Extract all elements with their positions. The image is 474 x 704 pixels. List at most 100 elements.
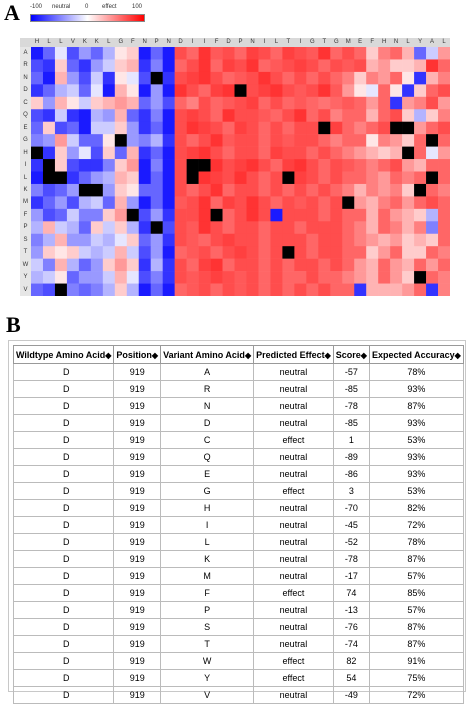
heatmap-cell: [162, 283, 175, 296]
heatmap-cell-missing: [402, 146, 415, 160]
heatmap-cell: [330, 208, 343, 222]
heatmap-cell: [306, 233, 319, 247]
table-header-cell[interactable]: Position◆: [113, 345, 162, 364]
heatmap-cell: [318, 208, 331, 222]
heatmap-cell: [54, 183, 68, 197]
table-header-cell[interactable]: Variant Amino Acid◆: [160, 345, 255, 364]
heatmap-cell-missing: [414, 271, 427, 284]
heatmap-cell: [342, 96, 355, 110]
heatmap-cell-missing: [282, 171, 295, 185]
heatmap-cell: [54, 121, 68, 135]
heatmap-cell: [318, 183, 331, 197]
heatmap-cell: [354, 221, 367, 235]
heatmap-cell: [306, 221, 319, 235]
legend-label-min: -100: [30, 4, 43, 10]
table-cell: 919: [113, 567, 162, 585]
heatmap-cell: [282, 271, 295, 284]
table-header-cell[interactable]: Score◆: [332, 345, 370, 364]
heatmap-cell: [162, 196, 175, 210]
heatmap-column-label: L: [442, 39, 446, 45]
heatmap-cell: [378, 96, 391, 110]
table-header-cell[interactable]: Predicted Effect◆: [253, 345, 334, 364]
heatmap-cell: [198, 246, 211, 259]
sort-diamond-icon[interactable]: ◆: [105, 350, 112, 360]
heatmap-row-label: R: [23, 62, 28, 69]
heatmap-cell: [162, 121, 175, 135]
table-cell: R: [160, 380, 255, 398]
heatmap-cell: [342, 246, 355, 259]
heatmap-cell: [234, 171, 247, 185]
sort-diamond-icon[interactable]: ◆: [324, 350, 331, 360]
heatmap-cell: [198, 258, 211, 272]
heatmap-cell: [186, 84, 199, 98]
heatmap-cell: [54, 84, 68, 98]
heatmap-cell: [102, 283, 116, 296]
heatmap-cell-missing: [234, 84, 247, 98]
heatmap-cell: [426, 183, 439, 197]
heatmap-row-label: A: [23, 50, 28, 56]
heatmap-cell: [414, 134, 427, 147]
heatmap-cell: [354, 283, 367, 296]
table-header-cell[interactable]: Wildtype Amino Acid◆: [12, 345, 115, 364]
heatmap-row-label: P: [23, 224, 28, 231]
heatmap-cell: [354, 246, 367, 259]
heatmap-cell: [150, 171, 163, 185]
sort-diamond-icon[interactable]: ◆: [151, 350, 159, 360]
heatmap-cell: [174, 283, 187, 296]
heatmap-cell: [402, 208, 415, 222]
heatmap-cell: [234, 196, 247, 210]
heatmap-cell: [318, 221, 331, 235]
heatmap-cell: [402, 47, 415, 60]
table-cell: D: [12, 516, 115, 534]
sort-diamond-icon[interactable]: ◆: [244, 350, 252, 360]
heatmap-cell: [246, 146, 259, 160]
heatmap-cell: [294, 283, 307, 296]
heatmap-cell: [354, 134, 367, 147]
table-cell: W: [160, 652, 255, 670]
heatmap-cell: [42, 271, 56, 284]
table-cell: D: [12, 584, 115, 602]
heatmap-cell: [150, 159, 163, 172]
heatmap-cell: [66, 121, 80, 135]
table-cell: -13: [332, 601, 370, 619]
heatmap-cell-missing: [54, 283, 68, 296]
heatmap-cell: [426, 84, 439, 98]
heatmap-cell: [90, 47, 104, 60]
sort-diamond-icon[interactable]: ◆: [360, 350, 367, 360]
heatmap-row-label: W: [22, 261, 29, 268]
heatmap-cell: [366, 246, 379, 259]
heatmap-cell: [222, 71, 235, 85]
heatmap-cell: [246, 134, 259, 147]
heatmap-cell: [258, 134, 271, 147]
heatmap-cell: [390, 134, 403, 147]
heatmap-cell: [366, 233, 379, 247]
heatmap-cell: [246, 246, 259, 259]
heatmap-cell: [234, 233, 247, 247]
heatmap-cell: [54, 208, 68, 222]
heatmap-cell: [114, 159, 128, 172]
heatmap-cell-missing: [186, 159, 199, 172]
heatmap-cell: [162, 71, 175, 85]
heatmap-cell: [90, 271, 104, 284]
heatmap-cell: [210, 134, 223, 147]
heatmap-cell-missing: [78, 183, 92, 197]
table-cell: neutral: [253, 397, 334, 415]
table-cell: neutral: [253, 601, 334, 619]
table-header-cell[interactable]: Expected Accuracy◆: [368, 345, 464, 364]
heatmap-cell: [378, 271, 391, 284]
heatmap-cell: [390, 258, 403, 272]
heatmap-cell: [366, 134, 379, 147]
heatmap-cell: [174, 271, 187, 284]
heatmap-cell: [150, 134, 163, 147]
heatmap-cell: [162, 109, 175, 122]
sort-diamond-icon[interactable]: ◆: [454, 350, 461, 360]
heatmap-cell: [31, 171, 44, 185]
heatmap-cell: [414, 146, 427, 160]
heatmap-cell: [366, 84, 379, 98]
heatmap-column-label: D: [178, 39, 183, 45]
heatmap-cell: [318, 59, 331, 73]
heatmap-cell: [330, 71, 343, 85]
